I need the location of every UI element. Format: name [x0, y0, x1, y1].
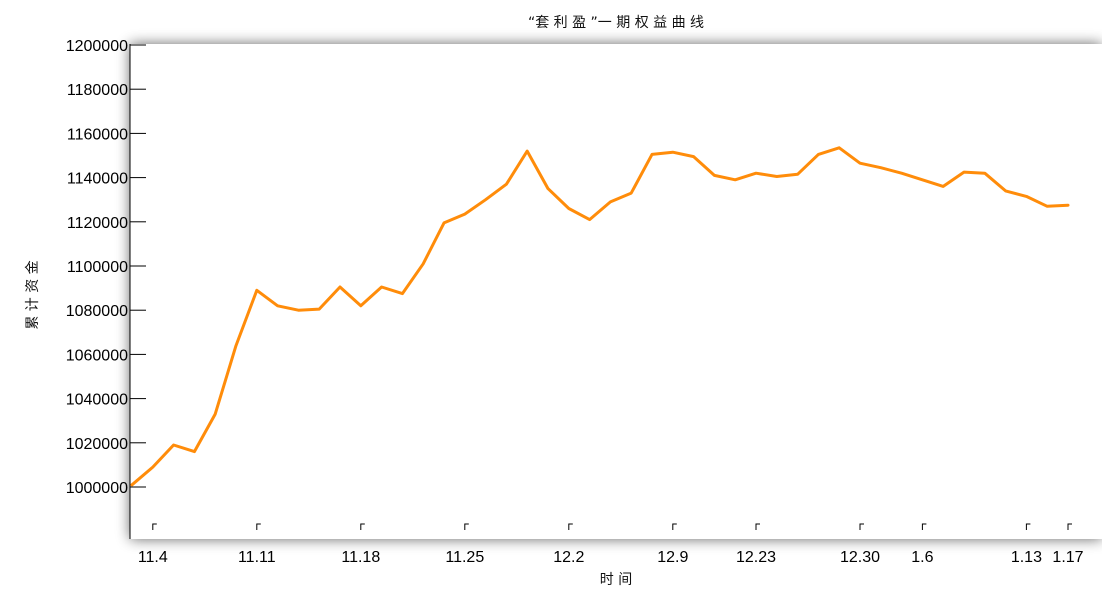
x-tick-label: 12.30	[840, 549, 880, 566]
x-tick-label: 11.18	[341, 549, 380, 566]
x-tick-label: 12.9	[657, 549, 688, 566]
x-tick-label: 12.23	[736, 549, 776, 566]
x-axis-label: 时 间	[600, 572, 632, 588]
y-tick-label: 1020000	[66, 436, 128, 453]
x-tick-label: 1.13	[1011, 549, 1042, 566]
x-tick-mark	[152, 523, 157, 530]
y-tick-label: 1060000	[66, 347, 128, 364]
y-tick-label: 1200000	[66, 38, 128, 55]
x-tick-label: 11.25	[445, 549, 484, 566]
x-tick-mark	[464, 523, 469, 530]
x-tick-mark	[360, 523, 365, 530]
y-axis-ticks: 1000000 1020000 1040000 1060000 1080000 11000…	[66, 38, 146, 497]
x-tick-mark	[755, 523, 760, 530]
y-tick-label: 1040000	[66, 392, 128, 409]
y-tick-label: 1100000	[67, 259, 128, 276]
x-tick-mark	[1025, 523, 1031, 530]
y-tick-label: 1000000	[66, 480, 128, 497]
x-tick-label: 1.17	[1052, 549, 1083, 566]
series-line	[130, 146, 1070, 487]
x-tick-label: 11.4	[138, 549, 168, 566]
x-tick-label: 12.2	[553, 549, 584, 566]
x-tick-label: 1.6	[911, 549, 933, 566]
x-tick-mark	[568, 523, 573, 530]
plot-area	[130, 44, 1102, 539]
x-tick-label: 11.11	[238, 549, 276, 566]
y-tick-label: 1140000	[67, 171, 128, 188]
y-tick-label: 1120000	[67, 215, 128, 232]
x-tick-mark	[672, 523, 677, 530]
y-tick-label: 1160000	[67, 126, 128, 143]
y-tick-label: 1180000	[67, 82, 128, 99]
chart-title: “套 利 盈 ”一 期 权 益 曲 线	[528, 15, 704, 31]
y-tick-label: 1080000	[66, 303, 128, 320]
x-tick-mark	[256, 523, 261, 530]
x-tick-mark	[1067, 523, 1072, 530]
x-tick-mark	[921, 523, 927, 530]
x-axis-ticks: 11.4 11.11 11.18 11.25 12.2 12.9 12.23 12.30 1.6…	[138, 523, 1084, 566]
x-tick-mark	[859, 523, 864, 530]
y-axis-label: 累 计 资 金	[25, 260, 41, 329]
